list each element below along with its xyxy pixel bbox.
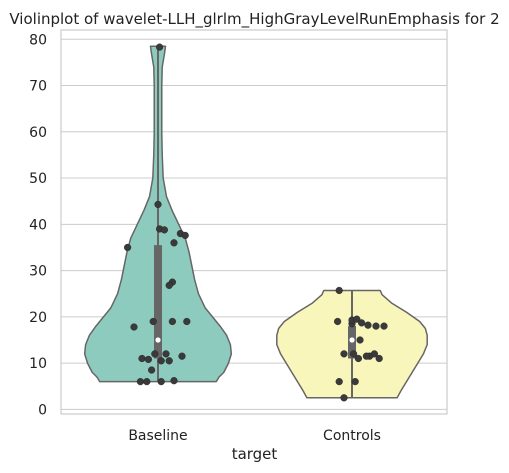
- data-point-baseline-21: [160, 226, 169, 234]
- data-point-controls-6: [354, 354, 363, 363]
- median-marker-controls: [349, 337, 355, 343]
- median-marker-baseline: [155, 337, 161, 343]
- data-point-controls-18: [335, 286, 343, 295]
- y-tick-label-6: 60: [29, 125, 47, 141]
- data-point-baseline-17: [165, 281, 173, 289]
- chart-layer: 0 10 20 30 40 50 60 70 80 Baseline Controls: [29, 29, 448, 444]
- data-point-controls-7: [362, 352, 371, 360]
- data-point-baseline-10: [165, 357, 173, 365]
- data-point-controls-14: [364, 321, 372, 329]
- y-tick-label-7: 70: [29, 79, 47, 95]
- data-point-baseline-5: [138, 354, 146, 363]
- data-point-baseline-12: [149, 317, 157, 326]
- y-tick-label-0: 0: [38, 402, 47, 418]
- chart-title: Violinplot of wavelet-LLH_glrlm_HighGray…: [9, 10, 499, 29]
- data-point-baseline-3: [170, 377, 178, 385]
- data-point-controls-13: [372, 322, 380, 330]
- data-point-controls-4: [370, 350, 379, 358]
- data-point-baseline-7: [162, 350, 170, 358]
- data-point-baseline-4: [148, 366, 156, 374]
- data-point-baseline-15: [130, 323, 138, 331]
- y-tick-label-3: 30: [29, 264, 47, 280]
- x-tick-label-controls: Controls: [323, 428, 381, 444]
- data-point-baseline-19: [170, 239, 178, 247]
- data-point-baseline-18: [123, 243, 132, 252]
- data-point-baseline-0: [136, 378, 145, 386]
- y-tick-label-1: 10: [29, 356, 47, 372]
- x-axis-label: target: [232, 445, 278, 463]
- data-point-baseline-2: [157, 378, 165, 386]
- data-point-controls-19: [356, 336, 364, 344]
- data-point-baseline-1: [143, 378, 151, 386]
- data-point-baseline-8: [178, 352, 186, 360]
- data-point-baseline-11: [144, 355, 153, 364]
- data-point-controls-0: [340, 394, 348, 402]
- data-point-controls-5: [375, 354, 383, 363]
- data-point-controls-10: [334, 317, 342, 326]
- y-tick-label-2: 20: [29, 310, 47, 326]
- data-point-controls-9: [350, 350, 358, 358]
- data-point-baseline-24: [154, 200, 162, 209]
- data-point-controls-17: [353, 315, 361, 323]
- data-point-controls-12: [358, 319, 366, 327]
- data-point-baseline-25: [156, 43, 164, 51]
- iqr-box-baseline: [154, 245, 162, 359]
- data-point-baseline-9: [157, 357, 165, 365]
- plot-frame: [60, 29, 448, 415]
- y-tick-label-8: 80: [29, 32, 47, 48]
- y-tick-label-4: 40: [29, 217, 47, 233]
- data-point-controls-8: [340, 350, 348, 358]
- data-point-baseline-13: [183, 317, 191, 326]
- data-point-baseline-23: [181, 231, 189, 240]
- y-tick-label-5: 50: [29, 171, 47, 187]
- data-point-controls-2: [351, 378, 359, 386]
- data-point-baseline-14: [168, 317, 177, 326]
- x-tick-label-baseline: Baseline: [128, 428, 187, 444]
- data-point-controls-15: [380, 322, 388, 330]
- data-point-controls-1: [335, 378, 343, 386]
- data-point-baseline-6: [151, 350, 159, 358]
